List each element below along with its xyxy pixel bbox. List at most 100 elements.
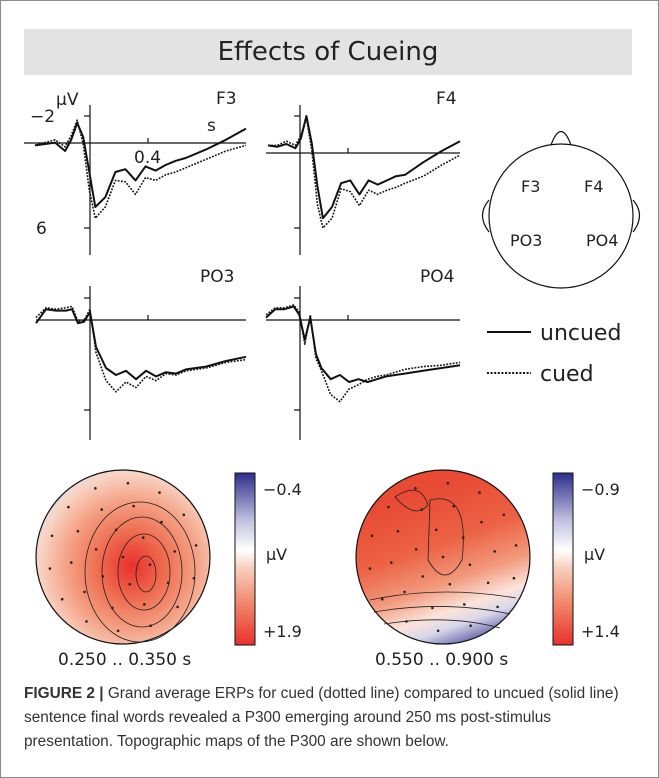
head-left-ear	[483, 200, 490, 232]
topomap-2-electrode-dot	[469, 624, 472, 627]
po3-title: PO3	[200, 267, 234, 287]
topomap-1-electrode-dot	[129, 583, 132, 586]
topomap-1-electrode-dot	[49, 567, 52, 570]
f3-x-unit-label: s	[207, 116, 216, 136]
topomap-2-electrode-dot	[463, 603, 466, 606]
f3-title: F3	[216, 89, 237, 109]
head-label-po3: PO3	[510, 231, 542, 250]
caption-text: Grand average ERPs for cued (dotted line…	[24, 685, 619, 750]
topomap-1-colorbar	[235, 473, 255, 645]
topomap-1-electrode-dot	[100, 508, 103, 511]
legend-uncued-label: uncued	[540, 321, 621, 346]
topomap-1-electrode-dot	[142, 536, 145, 539]
head-outline	[489, 144, 633, 288]
topomap-2-electrode-dot	[381, 598, 384, 601]
topomap-1-cbar-min: −0.4	[263, 480, 302, 499]
topomap-2-electrode-dot	[420, 508, 423, 511]
topomap-2-electrode-dot	[387, 506, 390, 509]
topomap-1-electrode-dot	[132, 505, 135, 508]
f3-y-tick-bottom-label: 6	[36, 219, 47, 239]
topomap-2-colorbar	[553, 473, 573, 645]
topomap-2-electrode-dot	[503, 514, 506, 517]
topomap-2-electrode-dot	[469, 563, 472, 566]
head-electrode-map: F3 F4 PO3 PO4	[483, 132, 640, 289]
topomap-2-electrode-dot	[422, 575, 425, 578]
topomap-1-cbar-max: +1.9	[263, 622, 302, 641]
topomap-1-electrode-dot	[195, 544, 198, 547]
f4-cued-line	[268, 117, 460, 228]
topomap-1-electrode-dot	[158, 491, 161, 494]
topomap-2-electrode-dot	[442, 556, 445, 559]
topomap-1-electrode-dot	[160, 521, 163, 524]
legend: uncued cued	[487, 321, 621, 387]
head-label-f4: F4	[584, 177, 603, 196]
erp-panel-po3: PO3	[36, 267, 246, 440]
topomap-1-electrode-dot	[67, 506, 70, 509]
topomap-1-electrode-dot	[102, 575, 105, 578]
topomap-2-electrode-dot	[437, 630, 440, 633]
topomap-2-electrode-dot	[496, 606, 499, 609]
topomap-1-electrode-dot	[149, 563, 152, 566]
topomap-2-electrode-dot	[513, 577, 516, 580]
topomap-2-electrode-dot	[515, 544, 518, 547]
topomap-2-electrode-dot	[493, 550, 496, 553]
caption-label: FIGURE 2 |	[24, 685, 104, 702]
erp-panel-po4: PO4	[266, 267, 460, 440]
topomap-2-electrode-dot	[371, 535, 374, 538]
topomap-1-electrode-dot	[193, 577, 196, 580]
topomap-2-electrode-dot	[480, 521, 483, 524]
head-label-po4: PO4	[586, 231, 618, 250]
topomap-2-electrode-dot	[403, 591, 406, 594]
po4-title: PO4	[420, 267, 454, 287]
topomap-1-electrode-dot	[61, 598, 64, 601]
topomap-2-cbar-max: +1.4	[581, 622, 620, 641]
topomap-1-electrode-dot	[115, 529, 118, 532]
topomap-1-electrode-dot	[70, 561, 73, 564]
topomap-2-electrode-dot	[397, 530, 400, 533]
topomap-2-cbar-unit: µV	[584, 545, 605, 564]
topomap-1-electrode-dot	[85, 620, 88, 623]
topomap-2-electrode-dot	[449, 583, 452, 586]
legend-cued-label: cued	[540, 362, 594, 387]
topomap-1-electrode-dot	[167, 582, 170, 585]
topomap-1-electrode-dot	[173, 550, 176, 553]
topomap-1-time-window: 0.250 .. 0.350 s	[58, 650, 191, 670]
topomap-1-cbar-unit: µV	[266, 545, 287, 564]
topomap-2-electrode-dot	[369, 567, 372, 570]
topomap-2-electrode-dot	[452, 505, 455, 508]
topomap-2-electrode-dot	[478, 491, 481, 494]
topomap-2-time-window: 0.550 .. 0.900 s	[375, 650, 508, 670]
topomap-1-electrode-dot	[111, 607, 114, 610]
figure-caption: FIGURE 2 | Grand average ERPs for cued (…	[24, 682, 636, 754]
erp-waveforms	[35, 116, 460, 402]
f3-y-unit-label: µV	[56, 90, 79, 110]
topomap-2-electrode-dot	[447, 482, 450, 485]
topomap-1-electrode-dot	[77, 530, 80, 533]
f4-uncued-line	[268, 116, 460, 218]
po4-uncued-line	[266, 306, 460, 382]
head-label-f3: F3	[521, 177, 540, 196]
topomap-2-electrode-dot	[435, 529, 438, 532]
topomap-2-electrode-dot	[487, 582, 490, 585]
topomap-1-electrode-dot	[149, 624, 152, 627]
topomap-1-electrode-dot	[95, 548, 98, 551]
topomap-1-electrode-dot	[183, 514, 186, 517]
head-right-ear	[633, 200, 640, 232]
f4-title: F4	[436, 89, 457, 109]
topomap-1-electrode-dot	[122, 556, 125, 559]
topomap-1-electrode-dot	[127, 482, 130, 485]
f3-y-tick-top-label: −2	[30, 107, 55, 127]
topomap-2-electrode-dot	[462, 536, 465, 539]
topomap-2: −0.9 µV +1.4 0.550 .. 0.900 s	[356, 470, 620, 670]
topomap-2-electrode-dot	[431, 607, 434, 610]
topomap-1-electrode-dot	[117, 630, 120, 633]
topomap-1: −0.4 µV +1.9 0.250 .. 0.350 s	[36, 470, 302, 670]
topomap-1-electrode-dot	[83, 591, 86, 594]
topomap-1-electrode-dot	[176, 606, 179, 609]
topomap-2-electrode-dot	[415, 548, 418, 551]
f3-x-tick-label: 0.4	[134, 148, 161, 168]
topomap-2-electrode-dot	[390, 561, 393, 564]
topomap-1-electrode-dot	[51, 535, 54, 538]
po3-cued-line	[36, 306, 246, 391]
